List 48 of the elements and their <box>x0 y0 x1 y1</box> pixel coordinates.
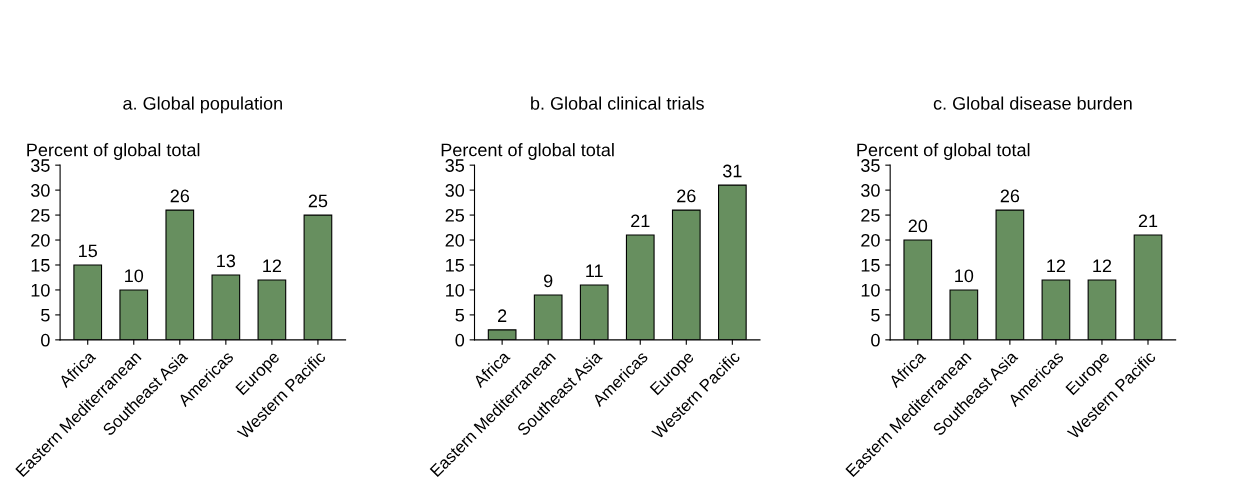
y-tick-label: 30 <box>30 184 50 197</box>
y-tick-label: 0 <box>455 333 465 347</box>
y-tick-label: 10 <box>31 283 50 297</box>
data-label: 21 <box>1138 214 1158 228</box>
data-label: 13 <box>217 254 236 268</box>
y-tick-label: 20 <box>861 233 880 247</box>
y-axis-title: Percent of global total <box>857 143 1030 160</box>
y-tick-label: 5 <box>871 309 880 322</box>
y-tick-label: 10 <box>446 283 465 297</box>
y-tick-label: 15 <box>31 259 50 272</box>
y-tick-label: 30 <box>445 184 465 197</box>
y-tick-label: 25 <box>445 209 465 222</box>
data-label: 10 <box>955 269 974 283</box>
data-label: 9 <box>544 274 553 288</box>
y-tick-label: 35 <box>445 159 465 172</box>
chart-title: b. Global clinical trials <box>531 96 704 110</box>
data-label: 15 <box>79 244 98 258</box>
data-label: 11 <box>586 264 603 278</box>
y-tick-label: 5 <box>455 309 465 322</box>
y-tick-label: 10 <box>861 283 880 297</box>
data-label: 20 <box>908 219 928 233</box>
data-label: 26 <box>170 189 190 203</box>
y-tick-label: 35 <box>30 159 50 172</box>
data-label: 2 <box>498 309 507 322</box>
y-axis-title: Percent of global total <box>441 143 614 160</box>
y-tick-label: 35 <box>861 159 880 172</box>
y-tick-label: 25 <box>861 209 880 222</box>
y-tick-label: 5 <box>41 309 50 322</box>
data-label: 26 <box>677 189 696 203</box>
y-tick-label: 20 <box>31 233 50 247</box>
y-tick-label: 0 <box>41 333 50 347</box>
data-label: 10 <box>125 269 144 283</box>
data-label: 12 <box>263 259 282 273</box>
y-tick-label: 15 <box>861 259 880 272</box>
y-tick-label: 25 <box>31 209 50 222</box>
y-axis-title: Percent of global total <box>27 143 200 160</box>
y-tick-label: 15 <box>446 259 465 272</box>
y-tick-label: 20 <box>445 233 465 247</box>
data-label: 31 <box>722 164 742 178</box>
chart-title: a. Global population <box>123 96 282 114</box>
data-label: 26 <box>1000 189 1020 203</box>
chart-title: c. Global disease burden <box>933 96 1132 110</box>
y-tick-label: 30 <box>861 184 880 197</box>
data-label: 12 <box>1047 259 1066 273</box>
data-label: 21 <box>631 214 650 228</box>
y-tick-label: 0 <box>871 333 880 347</box>
data-label: 25 <box>308 194 328 208</box>
data-label: 12 <box>1093 259 1112 273</box>
